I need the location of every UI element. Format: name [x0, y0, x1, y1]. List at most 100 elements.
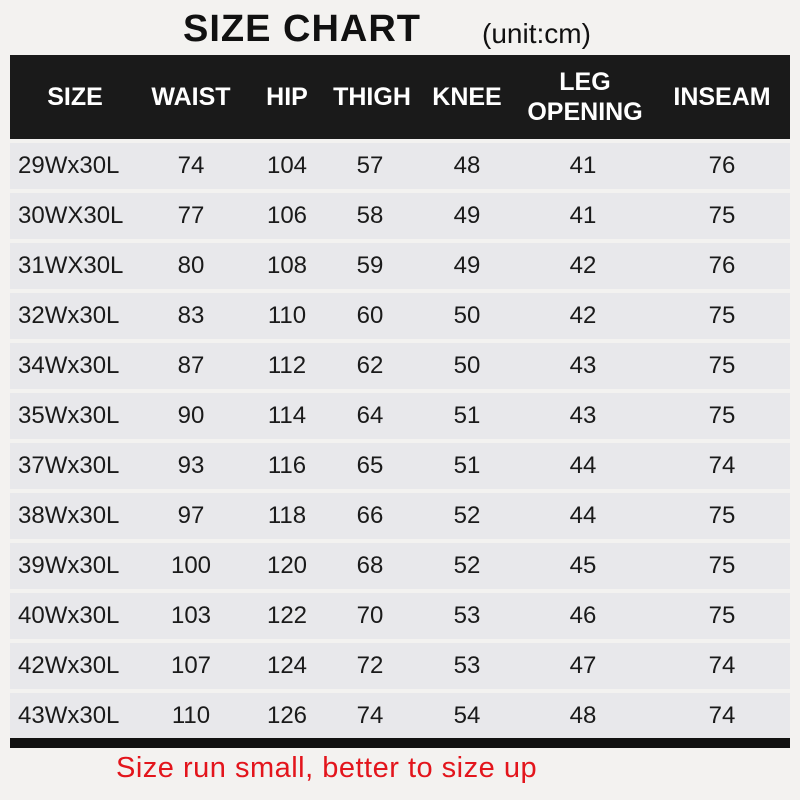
cell-waist: 107 — [170, 652, 212, 679]
cell-thigh: 57 — [356, 152, 384, 179]
column-header-inseam: INSEAM — [673, 83, 771, 111]
cell-size: 29Wx30L — [18, 152, 120, 179]
cell-thigh: 68 — [356, 552, 384, 579]
column-header-size: SIZE — [47, 83, 103, 111]
cell-leg-opening: 41 — [569, 202, 597, 229]
cell-waist: 103 — [170, 602, 212, 629]
cell-hip: 122 — [266, 602, 308, 629]
table-row: 39Wx30L 100 120 68 52 45 75 — [10, 543, 790, 589]
cell-inseam: 75 — [708, 502, 736, 529]
cell-thigh: 59 — [356, 252, 384, 279]
cell-waist: 97 — [177, 502, 205, 529]
cell-waist: 90 — [177, 402, 205, 429]
cell-inseam: 76 — [708, 152, 736, 179]
table-header: SIZE WAIST HIP THIGH KNEE LEG OPENING IN… — [10, 55, 790, 139]
cell-thigh: 72 — [356, 652, 384, 679]
cell-size: 38Wx30L — [18, 502, 120, 529]
table-row: 29Wx30L 74 104 57 48 41 76 — [10, 143, 790, 189]
cell-leg-opening: 41 — [569, 152, 597, 179]
cell-size: 42Wx30L — [18, 652, 120, 679]
cell-waist: 74 — [177, 152, 205, 179]
cell-knee: 48 — [453, 152, 481, 179]
bottom-bar — [10, 738, 790, 748]
cell-leg-opening: 43 — [569, 352, 597, 379]
cell-knee: 49 — [453, 202, 481, 229]
cell-inseam: 74 — [708, 702, 736, 729]
cell-thigh: 74 — [356, 702, 384, 729]
leg-opening-line-2: OPENING — [527, 98, 643, 126]
unit-label: (unit:cm) — [482, 18, 591, 49]
cell-size: 35Wx30L — [18, 402, 120, 429]
cell-knee: 54 — [453, 702, 481, 729]
cell-thigh: 64 — [356, 402, 384, 429]
cell-waist: 77 — [177, 202, 205, 229]
size-note: Size run small, better to size up — [116, 752, 538, 784]
cell-size: 34Wx30L — [18, 352, 120, 379]
table-row: 31WX30L 80 108 59 49 42 76 — [10, 243, 790, 289]
cell-hip: 106 — [266, 202, 308, 229]
cell-hip: 120 — [266, 552, 308, 579]
cell-waist: 93 — [177, 452, 205, 479]
cell-inseam: 75 — [708, 402, 736, 429]
cell-thigh: 60 — [356, 302, 384, 329]
cell-thigh: 66 — [356, 502, 384, 529]
cell-hip: 116 — [267, 452, 307, 479]
table-row: 32Wx30L 83 110 60 50 42 75 — [10, 293, 790, 339]
cell-knee: 50 — [453, 302, 481, 329]
cell-knee: 52 — [453, 552, 481, 579]
cell-inseam: 75 — [708, 552, 736, 579]
cell-leg-opening: 47 — [569, 652, 597, 679]
table-row: 43Wx30L 110 126 74 54 48 74 — [10, 693, 790, 739]
column-header-leg-opening: LEG OPENING — [527, 55, 642, 139]
cell-waist: 100 — [170, 552, 212, 579]
cell-hip: 112 — [267, 352, 307, 379]
cell-hip: 118 — [267, 502, 307, 529]
cell-knee: 50 — [453, 352, 481, 379]
cell-waist: 87 — [177, 352, 205, 379]
cell-leg-opening: 48 — [569, 702, 597, 729]
cell-thigh: 62 — [356, 352, 384, 379]
cell-waist: 110 — [171, 702, 211, 729]
cell-size: 31WX30L — [18, 252, 124, 279]
cell-inseam: 75 — [708, 202, 736, 229]
table-row: 30WX30L 77 106 58 49 41 75 — [10, 193, 790, 239]
cell-inseam: 74 — [708, 452, 736, 479]
cell-inseam: 75 — [708, 302, 736, 329]
cell-leg-opening: 42 — [569, 252, 597, 279]
cell-thigh: 65 — [356, 452, 384, 479]
cell-size: 40Wx30L — [18, 602, 120, 629]
cell-leg-opening: 44 — [569, 452, 597, 479]
column-header-thigh: THIGH — [333, 83, 411, 111]
column-header-knee: KNEE — [432, 83, 502, 111]
cell-knee: 52 — [453, 502, 481, 529]
cell-hip: 114 — [267, 402, 307, 429]
cell-size: 37Wx30L — [18, 452, 120, 479]
cell-knee: 53 — [453, 652, 481, 679]
cell-leg-opening: 46 — [569, 602, 597, 629]
table-row: 37Wx30L 93 116 65 51 44 74 — [10, 443, 790, 489]
cell-leg-opening: 42 — [569, 302, 597, 329]
cell-inseam: 76 — [708, 252, 736, 279]
table-row: 42Wx30L 107 124 72 53 47 74 — [10, 643, 790, 689]
cell-knee: 49 — [453, 252, 481, 279]
column-header-waist: WAIST — [151, 83, 231, 111]
table-row: 34Wx30L 87 112 62 50 43 75 — [10, 343, 790, 389]
cell-waist: 83 — [177, 302, 205, 329]
cell-inseam: 75 — [708, 352, 736, 379]
page-title: SIZE CHART — [183, 8, 421, 50]
cell-inseam: 74 — [708, 652, 736, 679]
cell-size: 43Wx30L — [18, 702, 120, 729]
column-header-hip: HIP — [266, 83, 308, 111]
table-body: 29Wx30L 74 104 57 48 41 76 30WX30L 77 106 58 49 41 75… — [10, 143, 790, 743]
leg-opening-line-1: LEG — [559, 68, 611, 96]
cell-hip: 104 — [266, 152, 308, 179]
cell-leg-opening: 45 — [569, 552, 597, 579]
cell-thigh: 58 — [356, 202, 384, 229]
cell-hip: 110 — [267, 302, 307, 329]
cell-leg-opening: 44 — [569, 502, 597, 529]
cell-size: 39Wx30L — [18, 552, 120, 579]
table-row: 35Wx30L 90 114 64 51 43 75 — [10, 393, 790, 439]
cell-knee: 53 — [453, 602, 481, 629]
cell-thigh: 70 — [356, 602, 384, 629]
cell-hip: 126 — [266, 702, 308, 729]
